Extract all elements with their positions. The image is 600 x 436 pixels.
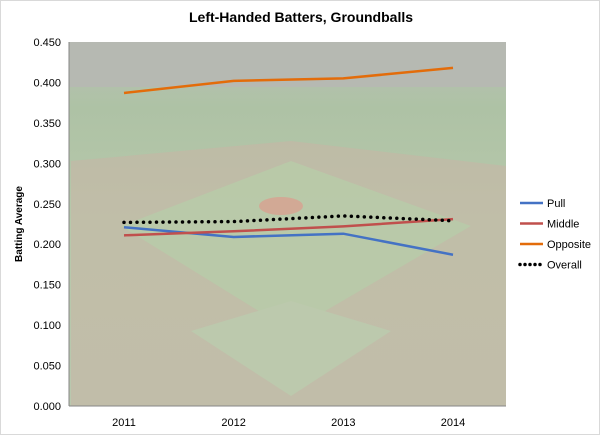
y-tick-label: 0.350 — [33, 118, 61, 130]
y-tick-label: 0.450 — [33, 37, 61, 49]
plot-background-photo — [69, 42, 506, 406]
x-tick-label: 2014 — [441, 417, 465, 429]
y-tick-label: 0.050 — [33, 361, 61, 373]
y-tick-label: 0.300 — [33, 158, 61, 170]
legend-label-opposite: Opposite — [547, 239, 591, 251]
legend-label-middle: Middle — [547, 219, 579, 231]
y-tick-label: 0.400 — [33, 77, 61, 89]
y-axis-label: Batting Average — [14, 186, 25, 262]
x-tick-label: 2013 — [331, 417, 355, 429]
legend-label-pull: Pull — [547, 198, 565, 210]
x-tick-label: 2011 — [112, 417, 136, 429]
legend-label-overall: Overall — [547, 260, 582, 272]
y-tick-label: 0.200 — [33, 239, 61, 251]
y-tick-label: 0.250 — [33, 199, 61, 211]
y-tick-label: 0.000 — [33, 401, 61, 413]
y-tick-label: 0.100 — [33, 320, 61, 332]
x-tick-label: 2012 — [221, 417, 245, 429]
y-tick-label: 0.150 — [33, 280, 61, 292]
